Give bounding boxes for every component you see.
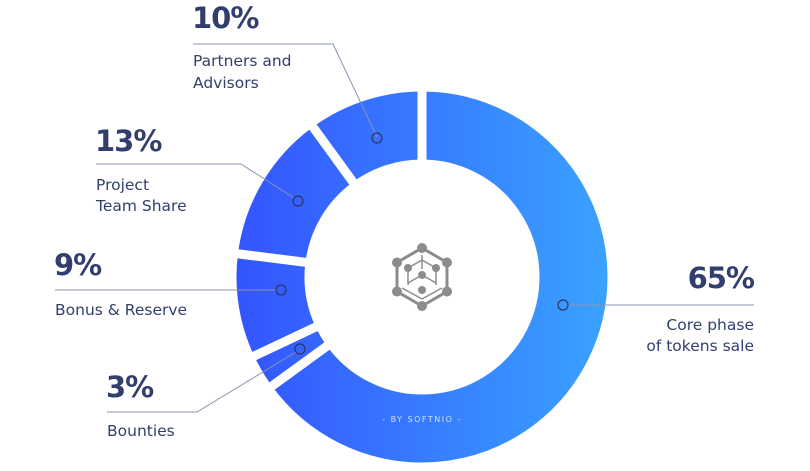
donut-slice-partners-and-advisors: [304, 82, 427, 192]
slice-label: Team Share: [95, 197, 187, 215]
data-label: 10%: [192, 1, 259, 35]
label-bounties: 3% Bounties: [106, 343, 306, 440]
label-project-team-share: 13% Project Team Share: [95, 124, 304, 215]
leader-line: [193, 43, 378, 138]
slice-label: Partners and: [193, 52, 292, 70]
data-label: 3%: [106, 370, 154, 404]
credit-text: - BY SOFTNIO -: [382, 415, 462, 424]
slice-label: of tokens sale: [646, 337, 754, 355]
leader-dot: [371, 132, 383, 144]
label-core-phase: 65% Core phase of tokens sale: [557, 261, 756, 355]
slice-label: Advisors: [193, 74, 259, 92]
leader-line: [107, 351, 297, 413]
hexagon-network-cube-icon: [392, 243, 452, 311]
data-label: 65%: [688, 261, 755, 295]
leader-dot: [292, 195, 304, 207]
slice-label: Bonus & Reserve: [55, 301, 187, 319]
slice-label: Project: [96, 176, 149, 194]
data-label: 9%: [54, 248, 102, 282]
slice-label: Bounties: [107, 422, 175, 440]
leader-line: [96, 163, 295, 199]
slices: [227, 82, 617, 471]
label-partners-advisors: 10% Partners and Advisors: [192, 1, 383, 144]
data-label: 13%: [95, 124, 162, 158]
leader-dot: [275, 284, 287, 296]
leader-dot: [557, 299, 569, 311]
donut-slice-core-phase-of-tokens-sale: [261, 82, 617, 471]
leader-dot: [294, 343, 306, 355]
label-bonus-reserve: 9% Bonus & Reserve: [54, 248, 287, 319]
slice-label: Core phase: [666, 316, 754, 334]
